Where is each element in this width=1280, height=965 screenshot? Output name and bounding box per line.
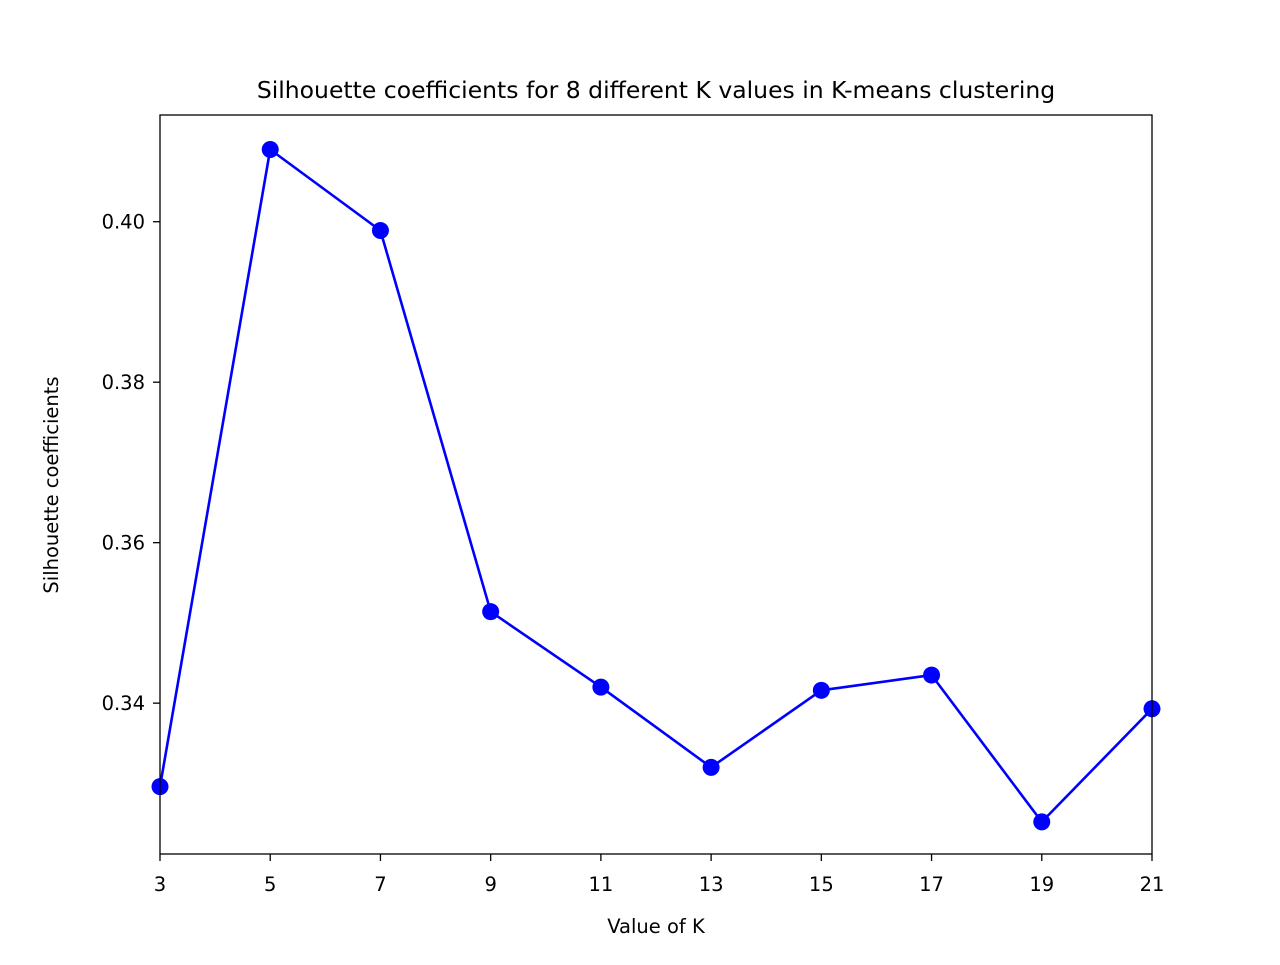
x-tick-label: 13 xyxy=(699,873,724,896)
y-tick-label: 0.40 xyxy=(102,211,145,234)
x-tick-label: 3 xyxy=(154,873,166,896)
data-point xyxy=(261,141,279,159)
y-tick-label: 0.36 xyxy=(102,532,145,555)
chart-title: Silhouette coefficients for 8 different … xyxy=(257,76,1055,104)
x-axis-label: Value of K xyxy=(607,915,706,938)
x-tick-label: 7 xyxy=(374,873,386,896)
data-point xyxy=(371,222,389,240)
x-tick-label: 17 xyxy=(919,873,944,896)
x-tick-label: 15 xyxy=(809,873,834,896)
x-tick-label: 11 xyxy=(588,873,613,896)
y-axis-label: Silhouette coefficients xyxy=(40,376,63,593)
y-tick-label: 0.38 xyxy=(102,371,145,394)
y-tick-label: 0.34 xyxy=(102,692,145,715)
x-tick-label: 21 xyxy=(1140,873,1165,896)
axes-frame xyxy=(159,114,1153,855)
data-point xyxy=(1033,813,1051,831)
data-point xyxy=(592,678,610,696)
data-point xyxy=(702,758,720,776)
data-point xyxy=(482,603,500,621)
x-tick-label: 19 xyxy=(1029,873,1054,896)
series-line xyxy=(158,148,1153,824)
x-tick-label: 5 xyxy=(264,873,276,896)
plot-area: 3 5 7 9 11 13 15 17 19 21 0.34 0.36 0.38 0.40 xyxy=(102,114,1165,896)
data-point xyxy=(923,666,941,684)
x-tick-label: 9 xyxy=(484,873,496,896)
data-point xyxy=(812,681,830,699)
